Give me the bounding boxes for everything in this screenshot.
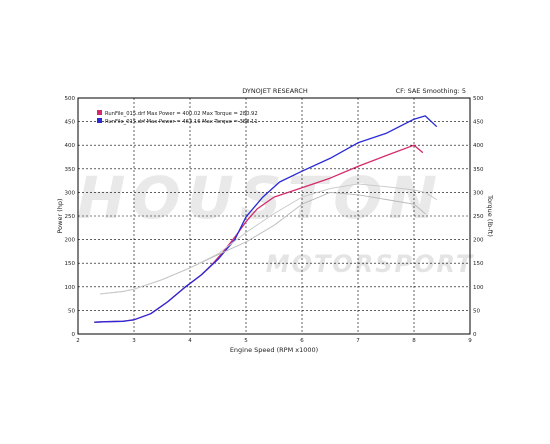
legend-swatch-1 <box>97 110 102 115</box>
y2-tick-label: 350 <box>473 167 484 173</box>
x-tick-label: 5 <box>244 338 248 344</box>
y2-tick-label: 400 <box>473 143 484 149</box>
y-tick-label: 200 <box>65 238 76 244</box>
y-tick-label: 450 <box>65 120 76 126</box>
y-tick-label: 350 <box>65 167 76 173</box>
y-axis-ticks: 0 50 100 150 200 250 300 350 400 450 500 <box>65 96 76 338</box>
y-tick-label: 400 <box>65 143 76 149</box>
y2-tick-label: 450 <box>473 120 484 126</box>
grid-lines <box>77 97 471 335</box>
y2-axis-ticks: 0 50 100 150 200 250 300 350 400 450 500 <box>473 96 484 338</box>
y2-tick-label: 250 <box>473 214 484 220</box>
chart-settings: CF: SAE Smoothing: 5 <box>396 87 466 95</box>
torque-line-4 <box>99 183 437 295</box>
chart-title: DYNOJET RESEARCH <box>242 87 308 95</box>
x-axis-ticks: 2 3 4 5 6 7 8 9 <box>76 338 472 344</box>
y-tick-label: 100 <box>65 285 76 291</box>
x-tick-label: 3 <box>132 338 136 344</box>
x-tick-label: 9 <box>468 338 472 344</box>
y2-tick-label: 0 <box>473 332 477 338</box>
watermark-secondary: MOTORSPORT <box>266 250 475 278</box>
y-tick-label: 250 <box>65 214 76 220</box>
y-axis-label: Power (hp) <box>56 198 64 233</box>
series-group <box>94 115 438 323</box>
x-tick-label: 4 <box>188 338 192 344</box>
x-tick-label: 6 <box>300 338 304 344</box>
y-tick-label: 0 <box>72 332 76 338</box>
legend: RunFile_015.drf Max Power = 400.02 Max T… <box>97 110 258 125</box>
power-line-2 <box>94 115 438 323</box>
y2-tick-label: 100 <box>473 285 484 291</box>
y-tick-label: 300 <box>65 190 76 196</box>
legend-swatch-2 <box>97 118 102 123</box>
x-tick-label: 8 <box>412 338 416 344</box>
watermark-primary: HOUSTON <box>77 164 443 232</box>
legend-label-1: RunFile_015.drf Max Power = 400.02 Max T… <box>105 111 258 117</box>
y2-tick-label: 200 <box>473 238 484 244</box>
y2-axis-label: Torque (lb-ft) <box>486 194 494 237</box>
y2-tick-label: 150 <box>473 261 484 267</box>
y2-tick-label: 500 <box>473 96 484 102</box>
x-tick-label: 7 <box>356 338 360 344</box>
y2-tick-label: 300 <box>473 190 484 196</box>
legend-label-2: RunFile_015.drf Max Power = 463.16 Max T… <box>105 119 258 125</box>
x-axis-label: Engine Speed (RPM x1000) <box>230 346 318 354</box>
x-tick-label: 2 <box>76 338 80 344</box>
y-tick-label: 500 <box>65 96 76 102</box>
y2-tick-label: 50 <box>473 308 480 314</box>
y-tick-label: 50 <box>68 308 75 314</box>
y-tick-label: 150 <box>65 261 76 267</box>
